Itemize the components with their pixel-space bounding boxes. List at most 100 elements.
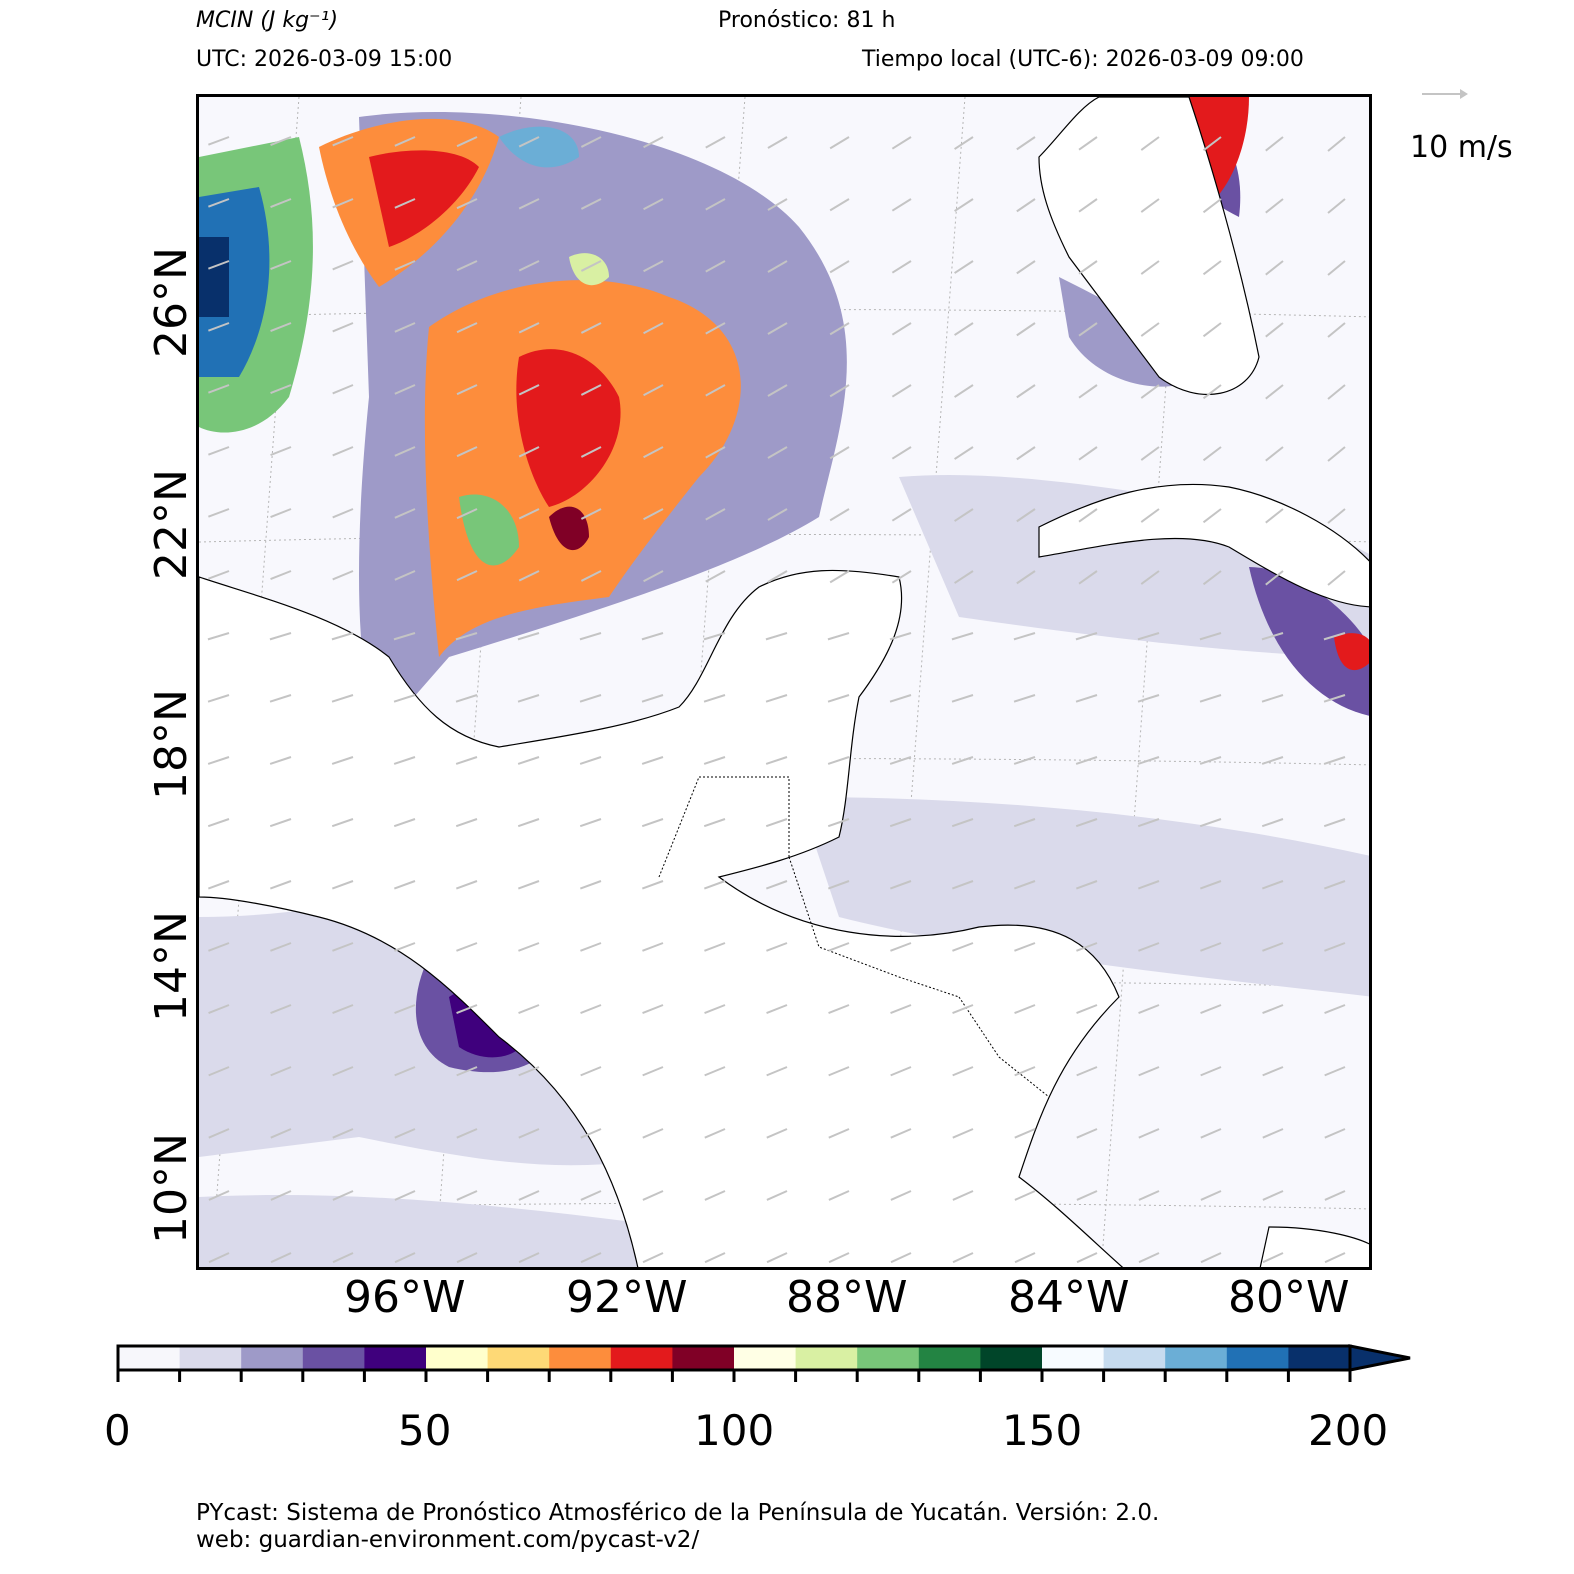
wind-arrow bbox=[1202, 446, 1222, 462]
wind-arrow bbox=[332, 1066, 354, 1077]
wind-arrow bbox=[1265, 384, 1284, 400]
wind-arrow bbox=[767, 508, 788, 521]
wind-arrow bbox=[518, 1190, 540, 1201]
wind-arrow bbox=[456, 260, 478, 272]
wind-arrow bbox=[1261, 818, 1284, 828]
wind-arrow bbox=[1140, 260, 1160, 275]
wind-arrow bbox=[332, 260, 354, 271]
wind-arrow bbox=[393, 880, 416, 890]
wind-arrow bbox=[641, 756, 664, 765]
wind-arrow bbox=[580, 570, 602, 582]
wind-arrow bbox=[331, 632, 354, 641]
colorbar-segment bbox=[980, 1346, 1043, 1370]
wind-arrow bbox=[643, 384, 664, 397]
wind-arrow bbox=[456, 198, 478, 210]
wind-arrow bbox=[643, 322, 664, 335]
wind-arrow bbox=[1262, 1128, 1284, 1139]
wind-arrow bbox=[394, 198, 416, 209]
colorbar-segment bbox=[857, 1346, 920, 1370]
wind-arrow bbox=[767, 198, 788, 211]
wind-arrow bbox=[829, 198, 850, 212]
wind-arrow bbox=[332, 1190, 354, 1201]
colorbar-extend-arrow bbox=[1348, 1344, 1411, 1372]
wind-arrow bbox=[207, 632, 230, 641]
wind-arrow bbox=[269, 880, 292, 890]
wind-arrow bbox=[270, 136, 292, 147]
wind-arrow bbox=[1078, 570, 1098, 585]
wind-arrow bbox=[1200, 1252, 1222, 1264]
wind-arrow bbox=[1016, 384, 1036, 399]
wind-arrow bbox=[1078, 322, 1098, 337]
wind-arrow bbox=[1200, 1128, 1222, 1139]
wind-arrow bbox=[1137, 632, 1160, 641]
wind-arrow bbox=[455, 818, 478, 828]
lon-label-96w: 96°W bbox=[344, 1272, 466, 1323]
wind-arrow bbox=[580, 198, 602, 210]
wind-arrow bbox=[1140, 570, 1160, 585]
wind-arrow bbox=[954, 322, 974, 336]
wind-arrow bbox=[1076, 1252, 1098, 1264]
wind-arrow bbox=[1202, 384, 1222, 400]
colorbar-segment bbox=[302, 1346, 365, 1370]
wind-arrow bbox=[393, 694, 416, 703]
wind-arrow bbox=[1261, 694, 1284, 703]
wind-arrow bbox=[270, 508, 292, 519]
wind-arrow bbox=[208, 446, 230, 456]
wind-arrow bbox=[1076, 1128, 1098, 1139]
wind-arrow bbox=[766, 1066, 788, 1077]
wind-arrow bbox=[891, 508, 912, 522]
wind-arrow bbox=[1075, 694, 1098, 703]
wind-arrow bbox=[1262, 1066, 1284, 1077]
wind-arrow bbox=[827, 880, 850, 890]
colorbar-segment bbox=[487, 1346, 550, 1370]
wind-arrow bbox=[952, 1066, 974, 1077]
wind-arrow bbox=[767, 322, 788, 335]
wind-arrow bbox=[829, 260, 850, 274]
wind-arrow bbox=[394, 570, 416, 581]
footer-url: web: guardian-environment.com/pycast-v2/ bbox=[196, 1527, 700, 1553]
wind-arrow bbox=[456, 570, 478, 582]
wind-arrow bbox=[1016, 570, 1036, 585]
wind-arrow bbox=[270, 446, 292, 457]
wind-arrow bbox=[1202, 322, 1222, 338]
wind-arrow bbox=[1323, 818, 1346, 828]
wind-arrow bbox=[1076, 1190, 1098, 1201]
wind-arrow bbox=[954, 198, 974, 212]
wind-arrow bbox=[704, 1128, 726, 1139]
wind-arrow bbox=[1014, 1190, 1036, 1201]
wind-arrow bbox=[455, 880, 478, 890]
wind-arrow bbox=[208, 322, 230, 332]
wind-arrow bbox=[827, 632, 850, 641]
wind-arrow bbox=[765, 818, 788, 828]
wind-arrow bbox=[456, 942, 478, 952]
lon-label-80w: 80°W bbox=[1228, 1272, 1350, 1323]
wind-arrow bbox=[579, 694, 602, 703]
wind-arrow bbox=[765, 880, 788, 890]
wind-arrow bbox=[1140, 384, 1160, 399]
wind-arrow bbox=[393, 818, 416, 828]
wind-arrow bbox=[332, 384, 354, 395]
wind-arrow bbox=[1324, 942, 1346, 952]
wind-arrow bbox=[394, 1190, 416, 1201]
wind-arrow bbox=[641, 818, 664, 828]
wind-arrow bbox=[1078, 260, 1098, 275]
lat-label-26n: 26°N bbox=[146, 247, 197, 358]
wind-arrow bbox=[394, 136, 416, 147]
wind-arrow bbox=[1140, 322, 1160, 337]
wind-arrow bbox=[456, 136, 478, 148]
wind-arrow bbox=[580, 446, 602, 458]
wind-arrow bbox=[766, 1128, 788, 1139]
wind-arrow bbox=[394, 1004, 416, 1015]
wind-arrow bbox=[829, 508, 850, 522]
wind-arrow bbox=[1076, 1004, 1098, 1015]
wind-arrow bbox=[1137, 818, 1160, 828]
wind-vectors bbox=[207, 136, 1346, 1264]
wind-arrow bbox=[1265, 446, 1284, 462]
wind-arrow bbox=[1138, 1128, 1160, 1139]
wind-arrow bbox=[829, 136, 850, 150]
colorbar-segment bbox=[1165, 1346, 1228, 1370]
wind-arrow bbox=[1138, 1190, 1160, 1201]
wind-arrow bbox=[394, 322, 416, 333]
wind-arrow bbox=[891, 136, 912, 150]
wind-arrow bbox=[952, 1128, 974, 1139]
